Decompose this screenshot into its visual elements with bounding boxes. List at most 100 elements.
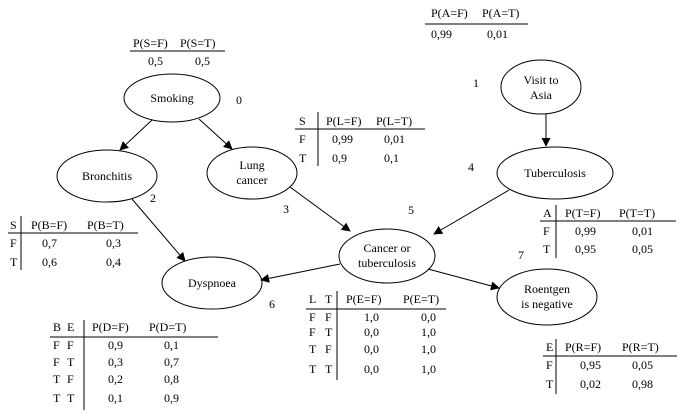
cpt-tub-cell: T	[543, 242, 551, 256]
cpt-xray-header: P(R=T)	[622, 340, 659, 354]
cpt-asia-cell: 0,99	[431, 27, 452, 41]
cpt-xray-cell: T	[546, 377, 554, 391]
cpt-lung-parent: S	[299, 114, 306, 128]
cpt-bronchitis-cell: 0,4	[106, 255, 121, 269]
cpt-bronchitis-cell: 0,3	[106, 236, 121, 250]
node-asia-label: Visit to Asia	[523, 73, 559, 102]
cpt-dysp-cell: T	[53, 391, 61, 405]
cpt-dysp-cell: T	[67, 355, 75, 369]
cpt-dysp-cell: 0,1	[164, 338, 179, 352]
node-smoking-ellipse	[123, 73, 221, 123]
cpt-dysp-cell: 0,9	[164, 391, 179, 405]
cpt-dysp-cell: T	[67, 391, 75, 405]
cpt-tub-header: P(T=F)	[565, 206, 601, 220]
node-smoking-label: Smoking	[150, 90, 194, 105]
node-bronchitis-label: Bronchitis	[82, 168, 132, 183]
node-either-ellipse	[338, 228, 436, 284]
cpt-lung-cell: 0,9	[332, 151, 347, 165]
cpt-either-cell: 1,0	[421, 362, 436, 376]
edge-either-dysp	[260, 263, 341, 283]
cpt-either-cell: 0,0	[364, 362, 379, 376]
cpt-either-cell: 0,0	[364, 325, 379, 339]
cpt-dysp-cell: 0,2	[108, 372, 123, 386]
cpt-either-header: P(E=T)	[403, 292, 440, 306]
cpt-either-cell: T	[309, 362, 317, 376]
cpt-dysp-cell: 0,8	[164, 372, 179, 386]
edge-tub-either	[433, 189, 510, 235]
cpt-bronchitis-header: P(B=T)	[87, 218, 124, 232]
node-lung-number: 3	[283, 202, 289, 216]
cpt-either-cell: F	[325, 310, 332, 324]
cpt-either-cell: T	[325, 325, 333, 339]
cpt-either-cell: F	[325, 342, 332, 356]
edge-smoking-bronchitis	[119, 119, 153, 151]
node-asia-number: 1	[473, 76, 479, 90]
cpt-tub-cell: 0,95	[575, 242, 596, 256]
cpt-lung-cell: F	[299, 132, 306, 146]
cpt-dysp-cell: 0,7	[164, 355, 179, 369]
cpt-tub-cell: 0,05	[632, 242, 653, 256]
edge-lung-either	[289, 186, 351, 232]
cpt-bronchitis-cell: 0,6	[42, 255, 57, 269]
cpt-dysp-cell: F	[67, 372, 74, 386]
cpt-xray-cell: 0,95	[580, 358, 601, 372]
cpt-dysp-cell: 0,1	[108, 391, 123, 405]
cpt-bronchitis-header: P(B=F)	[31, 218, 68, 232]
node-dysp-label: Dyspnoea	[188, 275, 236, 290]
node-xray-ellipse	[496, 268, 598, 326]
cpt-xray-parent: E	[546, 340, 554, 354]
cpt-dysp-cell: F	[67, 338, 74, 352]
cpt-xray-header: P(R=F)	[565, 340, 602, 354]
cpt-either-cell: 0,0	[421, 310, 436, 324]
node-dysp-number: 6	[269, 297, 275, 311]
edge-either-xray	[427, 268, 500, 291]
cpt-tub-header: P(T=T)	[619, 206, 656, 220]
cpt-smoking-header: P(S=T)	[180, 36, 216, 50]
cpt-bronchitis-cell: 0,7	[42, 236, 57, 250]
cpt-tub-cell: 0,01	[632, 224, 653, 238]
cpt-smoking-cell: 0,5	[195, 54, 210, 68]
node-bronchitis-number: 2	[150, 191, 156, 205]
cpt-tub-cell: F	[543, 224, 550, 238]
cpt-xray-cell: F	[546, 358, 553, 372]
cpt-either-cell: 1,0	[364, 310, 379, 324]
cpt-dysp-cell: T	[53, 372, 61, 386]
cpt-xray-cell: 0,02	[580, 377, 601, 391]
node-tub-label: Tuberculosis	[524, 165, 586, 180]
cpt-dysp-cell: F	[53, 355, 60, 369]
cpt-either-cell: 1,0	[421, 342, 436, 356]
cpt-smoking-cell: 0,5	[148, 54, 163, 68]
cpt-either-cell: F	[309, 310, 316, 324]
cpt-xray-cell: 0,98	[632, 377, 653, 391]
cpt-dysp-cell: F	[53, 338, 60, 352]
cpt-either-parent: T	[325, 292, 333, 306]
node-either-number: 5	[408, 203, 414, 217]
cpt-either-cell: T	[309, 342, 317, 356]
cpt-either-cell: 0,0	[364, 342, 379, 356]
cpt-either-cell: T	[325, 362, 333, 376]
cpt-either-header: P(E=F)	[346, 292, 382, 306]
cpt-smoking-header: P(S=F)	[133, 36, 168, 50]
node-tub-number: 4	[468, 160, 474, 174]
node-lung-ellipse	[206, 146, 298, 200]
node-asia-ellipse	[500, 59, 582, 115]
node-lung-label: Lung cancer	[236, 158, 268, 187]
node-either-label: Cancer or tuberculosis	[358, 241, 416, 270]
cpt-lung-header: P(L=T)	[376, 114, 413, 128]
cpt-dysp-header: P(D=F)	[92, 320, 129, 334]
cpt-xray-cell: 0,05	[632, 358, 653, 372]
cpt-bronchitis-cell: T	[10, 255, 18, 269]
cpt-lung-cell: 0,01	[384, 132, 405, 146]
cpt-either-cell: F	[309, 325, 316, 339]
node-smoking-number: 0	[236, 93, 242, 107]
cpt-asia-header: P(A=F)	[431, 6, 468, 20]
cpt-lung-cell: T	[299, 151, 307, 165]
cpt-lung-header: P(L=F)	[326, 114, 362, 128]
cpt-asia-header: P(A=T)	[482, 6, 520, 20]
cpt-tub-cell: 0,99	[575, 224, 596, 238]
cpt-dysp-cell: 0,3	[108, 355, 123, 369]
cpt-dysp-header: P(D=T)	[149, 320, 187, 334]
cpt-lung-cell: 0,1	[384, 151, 399, 165]
